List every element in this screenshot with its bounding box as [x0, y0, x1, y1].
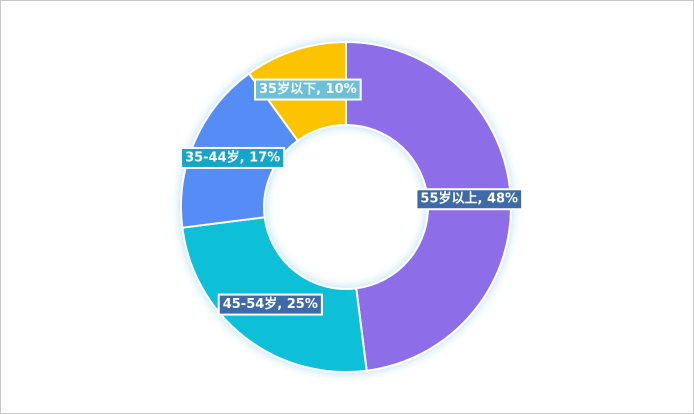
data-label-box [254, 78, 362, 101]
data-label: 35岁以下, 10% [259, 81, 357, 97]
data-label: 45-54岁, 25% [223, 296, 318, 312]
data-label-box [180, 146, 286, 169]
data-label-box [217, 293, 323, 316]
data-label: 55岁以上, 48% [420, 191, 518, 207]
labels: 55岁以上, 48% 45-54岁, 25% 35-44岁, 17% 35岁以下, 1… [180, 78, 524, 316]
data-label: 35-44岁, 17% [185, 149, 280, 165]
data-label-box [415, 188, 524, 211]
